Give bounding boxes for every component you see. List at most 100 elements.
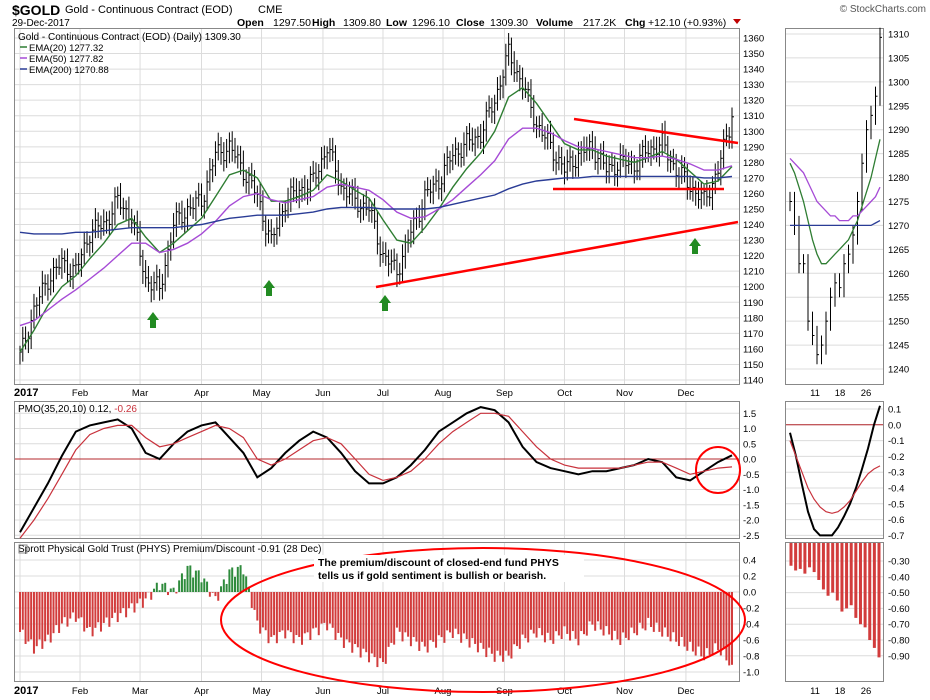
- price-x-label: May: [253, 388, 271, 399]
- phys-bar: [675, 592, 678, 642]
- zoom-ema20-line: [789, 139, 881, 265]
- price-panel-frame: [14, 28, 740, 385]
- price-legend: Gold - Continuous Contract (EOD) (Daily)…: [18, 32, 241, 76]
- phys-bar: [97, 592, 100, 623]
- zoom-phys-y-tick: -0.30: [888, 557, 910, 568]
- phys-y-tick: 0.2: [743, 572, 756, 583]
- price-y-tick: 1180: [743, 313, 763, 324]
- zoom-phys-bar: [798, 543, 802, 569]
- price-y-tick: 1150: [743, 360, 763, 371]
- phys-bar: [169, 588, 172, 592]
- phys-bar: [52, 592, 55, 634]
- zoom-phys-bar: [812, 543, 816, 573]
- phys-bar: [672, 592, 675, 633]
- price-y-tick: 1160: [743, 344, 763, 355]
- phys-bar: [356, 592, 359, 648]
- down-triangle-icon: [733, 19, 741, 24]
- phys-bar: [284, 592, 287, 639]
- pmo-y-tick: -2.0: [743, 516, 759, 527]
- zoom-phys-bar: [868, 543, 872, 640]
- phys-x-label: May: [253, 686, 271, 697]
- rising-support-trendline: [375, 220, 739, 289]
- phys-bar: [69, 592, 72, 619]
- zoom-pmo-y-tick: -0.5: [888, 499, 904, 510]
- ema50-label: EMA(50) 1277.82: [29, 54, 103, 65]
- pmo-signal-line: [19, 412, 733, 539]
- phys-bar: [426, 592, 429, 653]
- phys-bar: [569, 592, 572, 641]
- phys-bar: [24, 592, 27, 644]
- pmo-y-tick: 0.0: [743, 455, 756, 466]
- phys-bar: [99, 592, 102, 632]
- chart-date: 29-Dec-2017: [12, 18, 70, 29]
- phys-bar: [465, 592, 468, 640]
- phys-title: Sprott Physical Gold Trust (PHYS) Premiu…: [18, 544, 321, 555]
- phys-bar: [136, 592, 139, 604]
- phys-bar: [633, 592, 636, 634]
- zoom-phys-y-tick: -0.90: [888, 651, 910, 662]
- zoom-phys-bar: [835, 543, 839, 601]
- phys-bar: [622, 592, 625, 633]
- phys-bar: [482, 592, 485, 649]
- phys-bar: [669, 592, 672, 642]
- phys-bar: [381, 592, 384, 662]
- zoom-phys-bar: [826, 543, 830, 596]
- phys-y-axis: 0.4 0.2 0.0 -0.2 -0.4 -0.6 -0.8 -1.0: [743, 556, 759, 679]
- open-value: 1297.50: [273, 17, 311, 29]
- phys-bar: [731, 592, 733, 665]
- phys-bar: [387, 592, 390, 647]
- price-y-tick: 1330: [743, 80, 764, 91]
- phys-bar: [323, 592, 326, 623]
- zoom-x-label: 18: [835, 686, 846, 697]
- zoom-phys-y-tick: -0.80: [888, 636, 910, 647]
- phys-bar: [552, 592, 555, 644]
- phys-bar: [407, 592, 410, 637]
- phys-bar: [220, 586, 223, 592]
- phys-bar: [700, 592, 703, 657]
- zoom-ema50-line: [789, 157, 881, 222]
- phys-bar: [66, 592, 69, 627]
- phys-bar: [418, 592, 421, 651]
- price-x-label: 2017: [14, 387, 38, 399]
- pmo-y-tick: 0.5: [743, 439, 756, 450]
- phys-bar: [373, 592, 376, 658]
- price-y-tick: 1350: [743, 49, 764, 60]
- phys-bar: [390, 592, 393, 643]
- price-x-label: Mar: [132, 388, 148, 399]
- zoom-price-y-tick: 1255: [888, 293, 909, 304]
- price-moving-averages: [19, 86, 733, 353]
- price-x-label: Jun: [315, 388, 330, 399]
- phys-bar: [19, 592, 21, 632]
- phys-bar: [200, 582, 203, 592]
- phys-bar: [703, 592, 706, 661]
- phys-bar: [532, 592, 535, 634]
- phys-bar: [317, 592, 320, 636]
- phys-bar: [507, 592, 510, 656]
- phys-bar: [49, 592, 52, 643]
- phys-bars: [19, 565, 733, 668]
- phys-bar: [395, 592, 398, 628]
- phys-bar: [130, 592, 133, 604]
- phys-y-tick: 0.4: [743, 556, 756, 567]
- price-zoom-y-axis: 1310 1305 1300 1295 1290 1285 1280 1275 1270 1265…: [888, 30, 909, 376]
- phys-bar: [516, 592, 519, 647]
- phys-bar: [239, 565, 242, 592]
- zoom-price-y-tick: 1295: [888, 101, 909, 112]
- zoom-phys-y-tick: -0.40: [888, 572, 910, 583]
- phys-bar: [301, 592, 304, 645]
- phys-y-tick: 0.0: [743, 588, 756, 599]
- price-x-label: Apr: [194, 388, 209, 399]
- phys-bar: [488, 592, 491, 648]
- pmo-y-tick: -1.0: [743, 485, 759, 496]
- price-y-tick: 1260: [743, 189, 764, 200]
- phys-zoom-y-axis: -0.30 -0.40 -0.50 -0.60 -0.70 -0.80 -0.90: [888, 557, 910, 663]
- price-x-label: Dec: [677, 388, 694, 399]
- phys-bar: [680, 592, 683, 637]
- phys-bar: [208, 592, 211, 597]
- phys-bar: [691, 592, 694, 652]
- phys-bar: [596, 592, 599, 622]
- phys-bar: [217, 592, 220, 601]
- zoom-phys-bar: [872, 543, 876, 648]
- zoom-pmo-signal-line: [789, 440, 881, 514]
- price-y-tick: 1310: [743, 111, 764, 122]
